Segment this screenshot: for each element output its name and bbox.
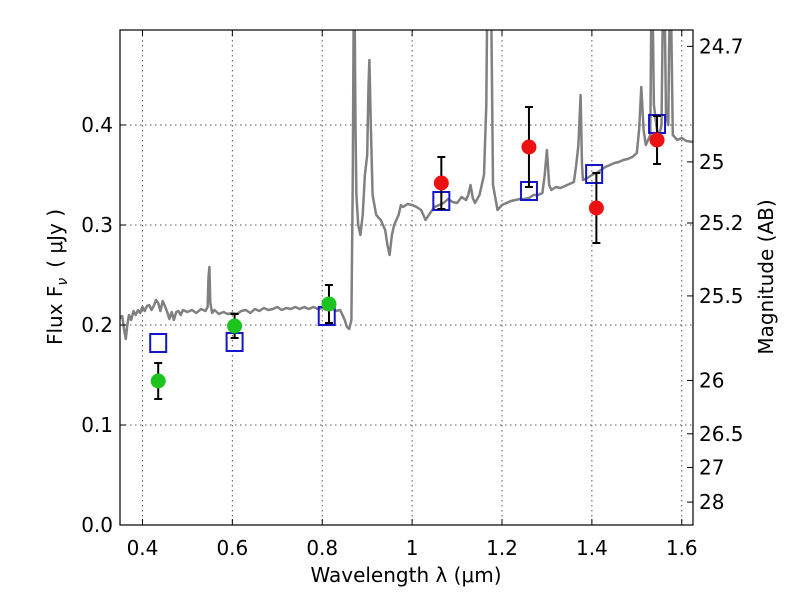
y-axis-label-main: Flux F <box>43 286 67 345</box>
model-square-marker <box>585 164 604 184</box>
y-tick-label: 0.4 <box>81 113 113 137</box>
x-axis-label: Wavelength λ (μm) <box>310 563 501 587</box>
x-tick-label: 0.8 <box>306 536 338 560</box>
y2-tick-label: 26.5 <box>699 422 744 446</box>
y2-axis-label: Magnitude (AB) <box>754 199 778 354</box>
x-tick-label: 0.4 <box>127 536 159 560</box>
x-tick-label: 1.2 <box>486 536 518 560</box>
spectrum-line <box>120 30 693 341</box>
x-tick-label: 0.6 <box>216 536 248 560</box>
y2-tick-label: 25 <box>699 150 724 174</box>
y2-tick-label: 25.2 <box>699 211 744 235</box>
y-axis-label-unit: ( μJy ) <box>43 209 67 268</box>
y-tick-label: 0.0 <box>81 513 113 537</box>
y-tick-label: 0.1 <box>81 413 113 437</box>
grid <box>120 30 693 526</box>
plot-area <box>120 30 693 400</box>
y2-tick-label: 27 <box>699 455 724 479</box>
ticks: 0.4 0.6 0.8 1 1.2 1.4 1.6 0.0 0.1 0.2 0.3 0.4 24.7 25… <box>81 30 744 560</box>
plot-frame <box>119 29 694 526</box>
x-tick-label: 1 <box>406 536 419 560</box>
y-tick-label: 0.2 <box>81 313 113 337</box>
x-tick-label: 1.6 <box>666 536 698 560</box>
x-tick-label: 1.4 <box>576 536 608 560</box>
y-axis-label-subscript: ν <box>55 278 71 286</box>
photometry-point <box>321 296 337 312</box>
photometry-point <box>433 175 449 191</box>
y-axis-label: Flux Fν ( μJy ) <box>43 209 71 345</box>
y2-tick-label: 26 <box>699 368 724 392</box>
y2-tick-label: 24.7 <box>699 34 744 58</box>
model-square-marker <box>149 333 168 353</box>
photometry-point <box>150 373 166 389</box>
photometry-point <box>588 200 604 216</box>
y2-tick-label: 28 <box>699 490 724 514</box>
y-tick-label: 0.3 <box>81 213 113 237</box>
y2-tick-label: 25.5 <box>699 284 744 308</box>
photometry-point <box>521 139 537 155</box>
photometry-point <box>649 132 665 148</box>
photometry-point <box>227 318 243 334</box>
